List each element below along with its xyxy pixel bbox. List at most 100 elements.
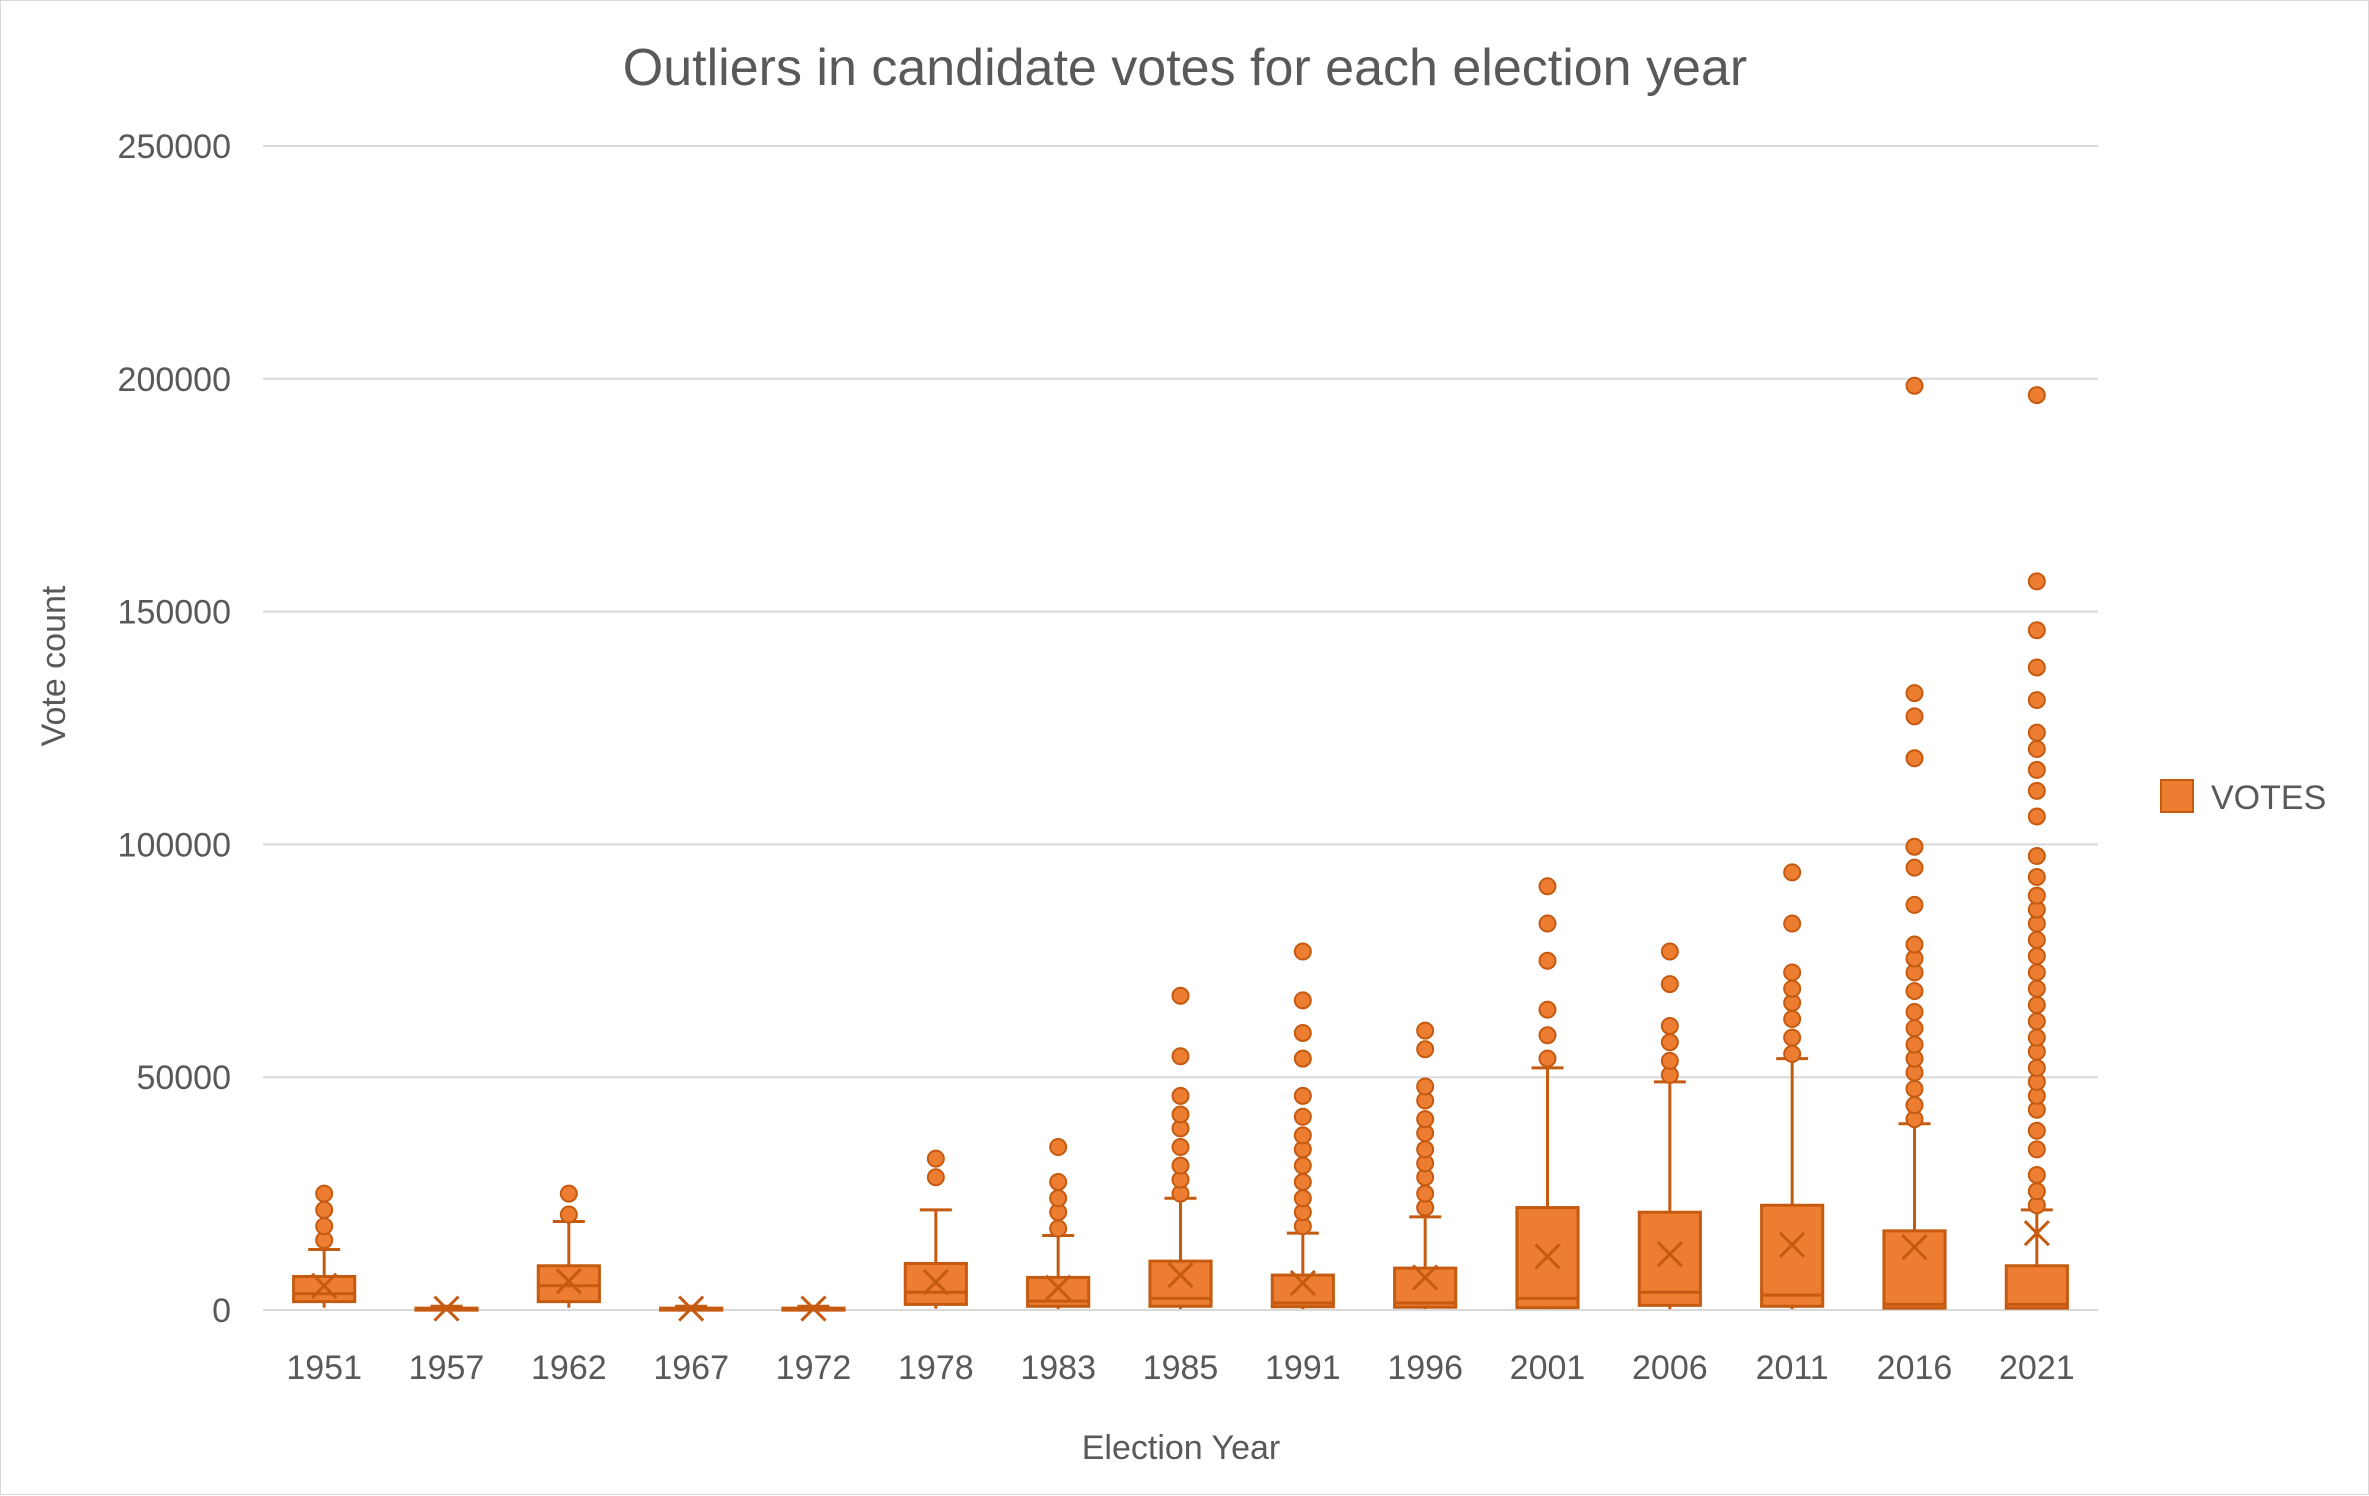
outlier-point bbox=[559, 1205, 578, 1224]
outlier-point bbox=[1416, 1021, 1435, 1040]
outlier-point bbox=[1783, 1044, 1802, 1063]
box-2001 bbox=[1515, 877, 1580, 1310]
box-body bbox=[292, 1274, 357, 1304]
mean-marker bbox=[433, 1295, 460, 1322]
outlier-point bbox=[1905, 895, 1924, 914]
outlier-point bbox=[1416, 1077, 1435, 1096]
y-tick-label: 150000 bbox=[118, 594, 231, 632]
outlier-point bbox=[2027, 1140, 2046, 1159]
outlier-point bbox=[1905, 1003, 1924, 1022]
x-tick-label: 1996 bbox=[1387, 1349, 1463, 1387]
mean-marker bbox=[1412, 1264, 1439, 1291]
outlier-point bbox=[2027, 867, 2046, 886]
box-1978 bbox=[903, 1149, 968, 1309]
box-body bbox=[1270, 1273, 1335, 1309]
outlier-point bbox=[2027, 1121, 2046, 1140]
outlier-point bbox=[1538, 1049, 1557, 1068]
outlier-point bbox=[1049, 1138, 1068, 1157]
outlier-point bbox=[1538, 1000, 1557, 1019]
outlier-point bbox=[2027, 947, 2046, 966]
outlier-point bbox=[1660, 975, 1679, 994]
outlier-point bbox=[1049, 1219, 1068, 1238]
outlier-point bbox=[1171, 1105, 1190, 1124]
gridlines bbox=[263, 145, 2098, 1311]
outlier-point bbox=[1293, 991, 1312, 1010]
outlier-point bbox=[1905, 707, 1924, 726]
outlier-point bbox=[2027, 739, 2046, 758]
box-body bbox=[1882, 1229, 1947, 1310]
outlier-point bbox=[315, 1217, 334, 1236]
outlier-point bbox=[1783, 863, 1802, 882]
mean-marker bbox=[1779, 1231, 1806, 1258]
mean-marker bbox=[1901, 1234, 1928, 1261]
legend: VOTES bbox=[2160, 779, 2326, 817]
mean-marker bbox=[311, 1272, 338, 1299]
y-axis-title: Vote count bbox=[35, 585, 73, 746]
outlier-point bbox=[2027, 979, 2046, 998]
outlier-point bbox=[1293, 1023, 1312, 1042]
mean-marker bbox=[1656, 1241, 1683, 1268]
outlier-point bbox=[2027, 658, 2046, 677]
outlier-point bbox=[1905, 1096, 1924, 1115]
x-tick-label: 1991 bbox=[1265, 1349, 1341, 1387]
outlier-point bbox=[926, 1149, 945, 1168]
mean-marker bbox=[1534, 1243, 1561, 1270]
box-1985 bbox=[1148, 986, 1213, 1310]
outlier-point bbox=[1416, 1184, 1435, 1203]
x-tick-label: 2006 bbox=[1632, 1349, 1708, 1387]
x-axis-ticks: 1951 1957 1962 1967 1972 1978 1983 1985 1991 1996… bbox=[286, 1349, 2074, 1387]
outlier-point bbox=[2027, 996, 2046, 1015]
outlier-point bbox=[1783, 1028, 1802, 1047]
y-tick-label: 250000 bbox=[118, 128, 231, 166]
x-tick-label: 1967 bbox=[653, 1349, 729, 1387]
x-tick-label: 2021 bbox=[1999, 1349, 2075, 1387]
outlier-point bbox=[2027, 781, 2046, 800]
y-tick-label: 0 bbox=[212, 1292, 231, 1330]
box-1967 bbox=[659, 1295, 724, 1322]
box-1972 bbox=[781, 1295, 846, 1322]
box-1991 bbox=[1270, 942, 1335, 1310]
x-tick-label: 1985 bbox=[1143, 1349, 1219, 1387]
outlier-point bbox=[1171, 1156, 1190, 1175]
outlier-point bbox=[2027, 572, 2046, 591]
x-tick-label: 1962 bbox=[531, 1349, 607, 1387]
outlier-point bbox=[1660, 1016, 1679, 1035]
box-1996 bbox=[1393, 1021, 1458, 1310]
outlier-point bbox=[1538, 877, 1557, 896]
outlier-point bbox=[1538, 1026, 1557, 1045]
outlier-point bbox=[2027, 807, 2046, 826]
x-tick-label: 2016 bbox=[1877, 1349, 1953, 1387]
mean-marker bbox=[1045, 1274, 1072, 1301]
outlier-point bbox=[1293, 1086, 1312, 1105]
outlier-point bbox=[1905, 858, 1924, 877]
outlier-point bbox=[2027, 1058, 2046, 1077]
x-tick-label: 1957 bbox=[409, 1349, 485, 1387]
outlier-point bbox=[1171, 1138, 1190, 1157]
outlier-point bbox=[926, 1168, 945, 1187]
x-tick-label: 2001 bbox=[1510, 1349, 1586, 1387]
outlier-point bbox=[1416, 1140, 1435, 1159]
outlier-point bbox=[1905, 684, 1924, 703]
outlier-point bbox=[559, 1184, 578, 1203]
box-body bbox=[1393, 1266, 1458, 1309]
outlier-point bbox=[2027, 386, 2046, 405]
y-tick-label: 50000 bbox=[136, 1059, 231, 1097]
outlier-point bbox=[2027, 1182, 2046, 1201]
outlier-point bbox=[1049, 1189, 1068, 1208]
outlier-point bbox=[1660, 1051, 1679, 1070]
outlier-point bbox=[1905, 837, 1924, 856]
legend-swatch bbox=[2160, 779, 2194, 813]
outlier-point bbox=[1171, 1086, 1190, 1105]
outlier-point bbox=[1416, 1110, 1435, 1129]
x-tick-label: 1978 bbox=[898, 1349, 974, 1387]
outlier-point bbox=[315, 1200, 334, 1219]
outlier-point bbox=[2027, 691, 2046, 710]
outlier-point bbox=[1293, 1126, 1312, 1145]
mean-marker bbox=[922, 1268, 949, 1296]
outlier-point bbox=[1660, 1033, 1679, 1052]
box-1957 bbox=[414, 1295, 479, 1322]
box-2016 bbox=[1882, 376, 1947, 1310]
y-axis-ticks: 0 50000 100000 150000 200000 250000 bbox=[118, 128, 231, 1330]
box-body bbox=[1637, 1210, 1702, 1307]
